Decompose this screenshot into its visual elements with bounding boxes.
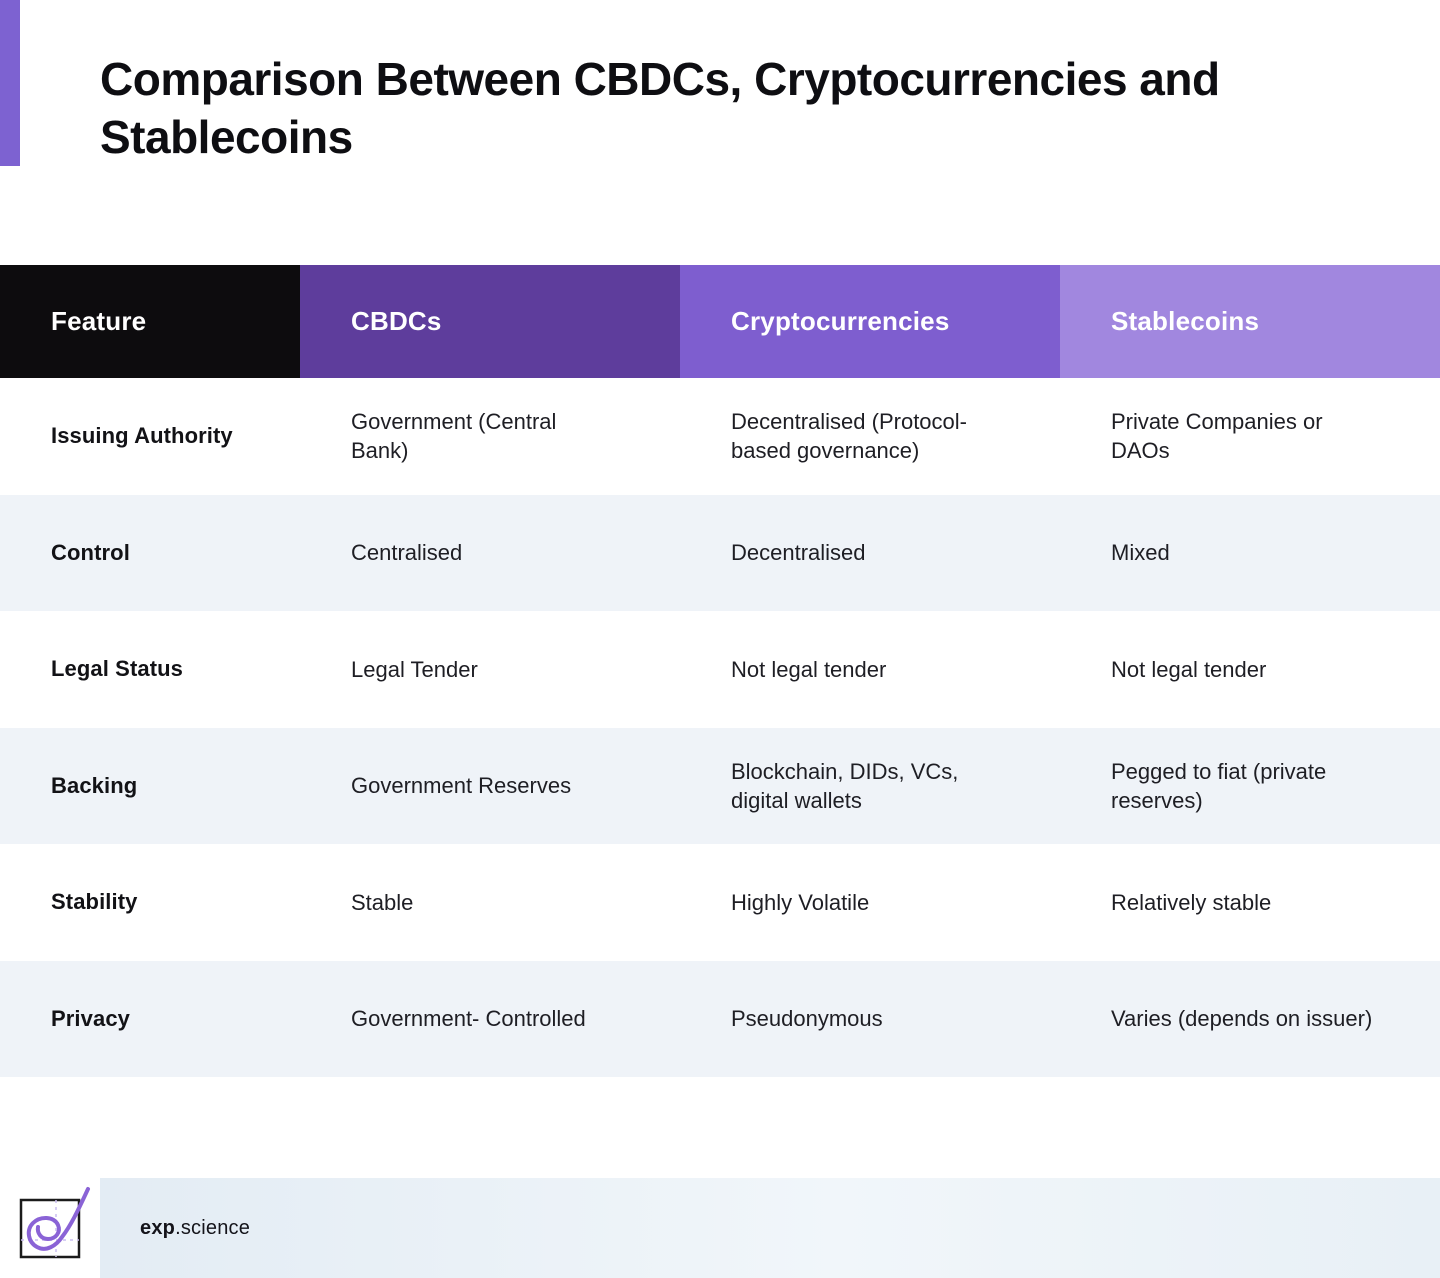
cell-value: Not legal tender [731,656,887,682]
table-row-legal-status: Legal Status Legal Tender Not legal tend… [0,611,1440,728]
crypto-value-cell: Blockchain, DIDs, VCs, digital wallets [680,728,1060,845]
brand-wordmark: exp.science [100,1217,250,1240]
row-feature-cell: Issuing Authority [0,378,300,495]
column-header-label: CBDCs [351,306,442,336]
cell-value: Government Reserves [351,773,572,799]
cell-value: Decentralised (Protocol-based governance… [731,409,967,464]
brand-exp: exp [140,1216,176,1239]
row-feature-cell: Stability [0,844,300,961]
cbdcs-value-cell: Government Reserves [300,728,680,845]
column-header-feature: Feature [0,265,300,378]
feature-label: Privacy [51,1005,130,1031]
cbdcs-value-cell: Stable [300,844,680,961]
row-feature-cell: Backing [0,728,300,845]
crypto-value-cell: Decentralised (Protocol-based governance… [680,378,1060,495]
cell-value: Stable [351,889,414,915]
stablecoins-value-cell: Relatively stable [1060,844,1440,961]
column-header-label: Stablecoins [1111,306,1260,336]
row-feature-cell: Privacy [0,961,300,1078]
table-row-issuing-authority: Issuing Authority Government (Central Ba… [0,378,1440,495]
cell-value: Legal Tender [351,656,478,682]
cell-value: Varies (depends on issuer) [1111,1006,1373,1032]
title-accent-bar [0,0,20,166]
footer-bar: exp.science [100,1178,1440,1278]
table-row-backing: Backing Government Reserves Blockchain, … [0,727,1440,845]
cbdcs-value-cell: Government- Controlled [300,961,680,1078]
cell-value: Government (Central Bank) [351,409,557,464]
table-header-row: Feature CBDCs Cryptocurrencies Stablecoi… [0,265,1440,378]
row-feature-cell: Legal Status [0,611,300,728]
cell-value: Highly Volatile [731,889,870,915]
cbdcs-value-cell: Legal Tender [300,611,680,728]
cell-value: Centralised [351,540,463,566]
feature-label: Legal Status [51,656,184,682]
exp-science-swirl-e-logo-icon [10,1184,98,1262]
crypto-value-cell: Highly Volatile [680,844,1060,961]
feature-label: Stability [51,889,138,915]
stablecoins-value-cell: Mixed [1060,495,1440,612]
stablecoins-value-cell: Not legal tender [1060,611,1440,728]
cell-value: Blockchain, DIDs, VCs, digital wallets [731,758,959,813]
cell-value: Not legal tender [1111,656,1267,682]
cell-value: Private Companies or DAOs [1111,409,1323,464]
brand-science: .science [175,1216,251,1239]
feature-label: Control [51,539,130,565]
column-header-stablecoins: Stablecoins [1060,265,1440,378]
table-row-stability: Stability Stable Highly Volatile Relativ… [0,844,1440,961]
cell-value: Relatively stable [1111,889,1272,915]
column-header-label: Cryptocurrencies [731,306,950,336]
cell-value: Pseudonymous [731,1006,883,1032]
cell-value: Pegged to fiat (private reserves) [1111,758,1327,813]
column-header-label: Feature [51,306,147,336]
column-header-cryptocurrencies: Cryptocurrencies [680,265,1060,378]
crypto-value-cell: Not legal tender [680,611,1060,728]
column-header-cbdcs: CBDCs [300,265,680,378]
comparison-table: Feature CBDCs Cryptocurrencies Stablecoi… [0,265,1440,1077]
feature-label: Backing [51,772,138,798]
cbdcs-value-cell: Government (Central Bank) [300,378,680,495]
table-row-control: Control Centralised Decentralised Mixed [0,494,1440,612]
page-title: Comparison Between CBDCs, Cryptocurrenci… [100,53,1220,163]
stablecoins-value-cell: Pegged to fiat (private reserves) [1060,728,1440,845]
cbdcs-value-cell: Centralised [300,495,680,612]
feature-label: Issuing Authority [51,423,233,449]
cell-value: Mixed [1111,540,1170,566]
crypto-value-cell: Decentralised [680,495,1060,612]
cell-value: Decentralised [731,540,866,566]
crypto-value-cell: Pseudonymous [680,961,1060,1078]
row-feature-cell: Control [0,495,300,612]
cell-value: Government- Controlled [351,1006,586,1032]
stablecoins-value-cell: Private Companies or DAOs [1060,378,1440,495]
table-row-privacy: Privacy Government- Controlled Pseudonym… [0,960,1440,1078]
stablecoins-value-cell: Varies (depends on issuer) [1060,961,1440,1078]
